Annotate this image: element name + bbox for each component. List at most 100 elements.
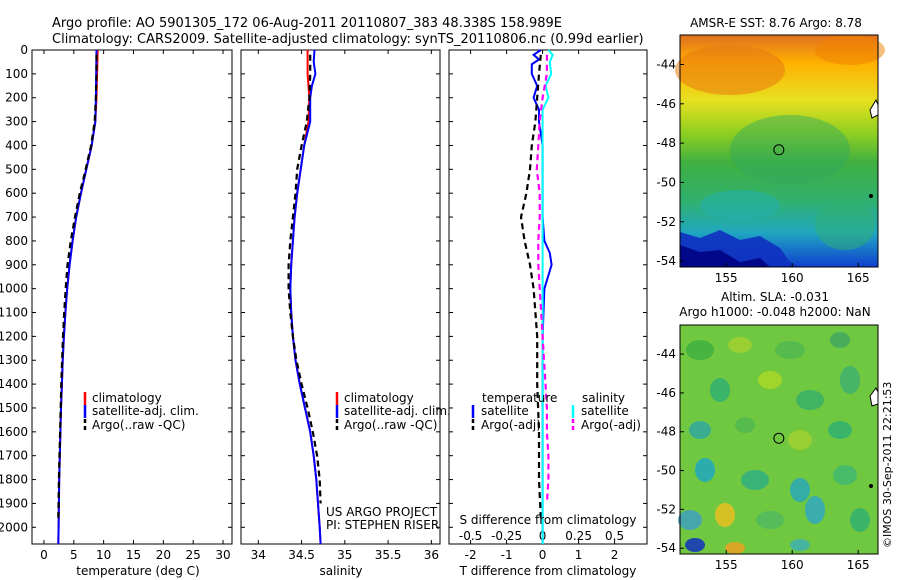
difference-legend: temperature satellite Argo(-adj) salinit… [471,391,641,432]
series-line-argo-raw-qc- [57,54,98,518]
legend-label-t-satellite: satellite [481,404,529,418]
temperature-legend: climatology satellite-adj. clim. Argo(..… [83,391,199,432]
x-tick-label: 0 [539,548,547,562]
map-y-tick-label: -48 [656,136,676,150]
x-tick-label: 35 [337,548,352,562]
difference-axes-frame [448,49,648,545]
map-x-tick-label: 165 [847,271,870,285]
sst-warm-patch [675,45,785,95]
legend-label-s-argo: Argo(-adj) [581,418,641,432]
sst-map-image [675,35,885,267]
map-x-tick-label: 165 [847,558,870,572]
map-y-tick-label: -54 [656,541,676,555]
y-tick-label: 1200 [0,329,28,343]
s-tick-label: 0.25 [565,529,592,543]
y-tick-label: 1600 [0,425,28,439]
x-tick-label: -2 [465,548,477,562]
x-tick-label: 34 [251,548,266,562]
map-x-tick-label: 160 [781,271,804,285]
legend-label-argo: Argo(..raw -QC) [92,418,185,432]
legend-label-climatology: climatology [92,391,162,405]
sst-cool-patch [815,200,875,250]
x-tick-label: 15 [126,548,141,562]
y-tick-label: 200 [5,91,28,105]
y-tick-label: 1100 [0,306,28,320]
map-x-tick-label: 155 [715,271,738,285]
sla-anomaly-patch [728,337,752,353]
map-y-tick-label: -52 [656,215,676,229]
y-tick-label: 1000 [0,282,28,296]
map-y-tick-label: -46 [656,386,676,400]
legend-label-argo: Argo(..raw -QC) [344,418,437,432]
island-icon [869,484,873,488]
y-tick-label: 900 [5,258,28,272]
island-icon [869,194,873,198]
y-tick-label: 0 [20,43,28,57]
map-y-tick-label: -50 [656,175,676,189]
s-tick-label: -0.25 [491,529,522,543]
x-tick-label: 36 [424,548,439,562]
sla-anomaly-patch [805,496,825,524]
map-y-tick-label: -54 [656,254,676,268]
sst-map-title: AMSR-E SST: 8.76 Argo: 8.78 [690,16,862,30]
sst-cool-patch [700,190,780,220]
legend-label-s-satellite: satellite [581,404,629,418]
legend-heading-temperature: temperature [482,391,557,405]
sla-anomaly-patch [833,465,857,485]
pi-label: PI: STEPHEN RISER [326,518,439,532]
sla-anomaly-patch [756,511,784,529]
x-tick-label: 1 [575,548,583,562]
y-tick-label: 1800 [0,473,28,487]
sla-anomaly-patch [850,508,870,532]
map-x-tick-label: 160 [781,558,804,572]
difference-top-xlabel: S difference from climatology [460,513,637,527]
legend-label-climatology: climatology [344,391,414,405]
sla-anomaly-patch [689,421,711,439]
figure-title-line1: Argo profile: AO 5901305_172 06-Aug-2011… [52,16,562,31]
argo-location-marker [773,144,785,156]
sla-anomaly-patch [678,510,702,530]
sla-anomaly-patch [775,341,805,359]
temperature-axes-frame [31,49,233,545]
series-line-argo-raw-qc- [287,54,322,504]
y-tick-label: 1900 [0,496,28,510]
sla-anomaly-patch [840,366,860,394]
x-tick-label: 34.5 [288,548,315,562]
sla-map-panel: Altim. SLA: -0.031 Argo h1000: -0.048 h2… [656,290,879,572]
legend-heading-salinity: salinity [582,391,625,405]
sla-map-frame [679,324,879,555]
y-tick-label: 300 [5,115,28,129]
sla-anomaly-patch [788,430,812,450]
x-tick-label: 5 [70,548,78,562]
x-tick-label: 10 [96,548,111,562]
x-tick-label: 30 [215,548,230,562]
y-tick-label: 2000 [0,520,28,534]
y-tick-label: 1400 [0,377,28,391]
map-y-tick-label: -44 [656,347,676,361]
map-y-tick-label: -44 [656,57,676,71]
sla-anomaly-patch [715,503,735,527]
project-label: US ARGO PROJECT [326,505,438,519]
s-tick-label: -0.5 [459,529,482,543]
x-tick-label: 35.5 [375,548,402,562]
map-y-tick-label: -46 [656,97,676,111]
sla-map-image [678,325,879,554]
temperature-panel: 0100200300400500600700800900100011001200… [0,43,233,562]
sla-anomaly-patch [830,332,850,348]
salinity-axes-frame [240,49,441,545]
y-tick-label: 100 [5,67,28,81]
sla-anomaly-patch [796,390,824,410]
map-y-tick-label: -52 [656,502,676,516]
sla-anomaly-patch [695,458,715,482]
sla-anomaly-patch [790,478,810,502]
salinity-xlabel: salinity [319,564,362,578]
sst-map-panel: AMSR-E SST: 8.76 Argo: 8.78 -44 -46 -48 -50… [656,16,885,285]
y-tick-label: 1700 [0,449,28,463]
x-tick-label: -1 [501,548,513,562]
sst-cool-patch [730,115,850,185]
sla-anomaly-patch [828,421,852,439]
x-tick-label: 20 [156,548,171,562]
legend-label-satellite: satellite-adj. clim. [92,404,199,418]
y-tick-label: 600 [5,186,28,200]
sst-cold-patch [680,245,770,267]
